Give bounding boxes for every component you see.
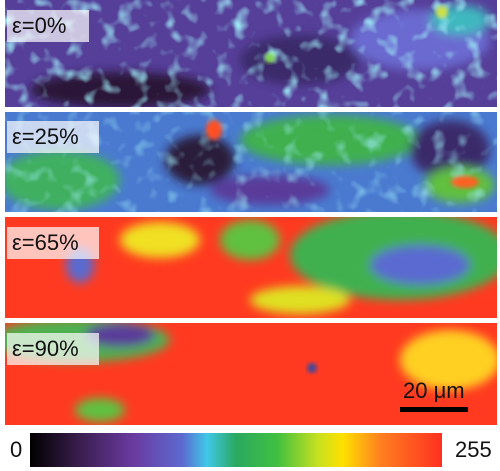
panel-label: ε=0% xyxy=(12,13,66,38)
colorbar xyxy=(30,433,442,467)
scale-bar-label: 20 μm xyxy=(403,378,465,403)
label-box xyxy=(7,121,99,153)
map-panel xyxy=(5,112,497,212)
scale-bar xyxy=(400,407,468,412)
panel-label: ε=90% xyxy=(12,336,79,361)
colorbar-min: 0 xyxy=(10,437,22,462)
label-box xyxy=(7,10,89,42)
label-box xyxy=(7,333,99,365)
panel-label: ε=25% xyxy=(12,124,79,149)
label-box xyxy=(7,227,99,259)
colorbar-max: 255 xyxy=(455,437,492,462)
panel-label: ε=65% xyxy=(12,230,79,255)
map-panel xyxy=(5,217,497,318)
